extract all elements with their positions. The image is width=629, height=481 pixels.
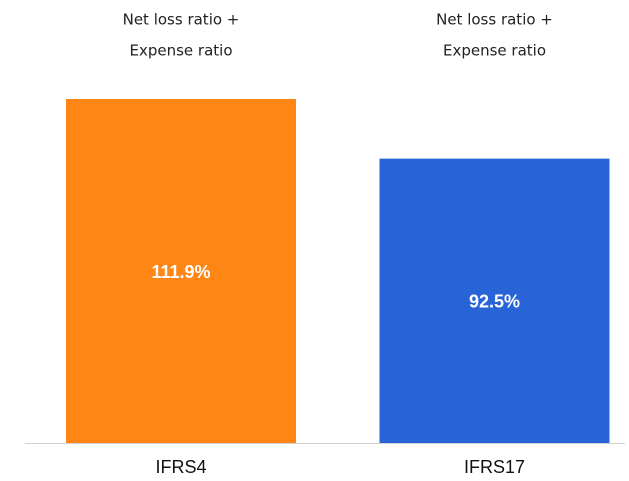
- x-tick-label: IFRS4: [155, 457, 206, 477]
- x-tick-label: IFRS17: [464, 457, 525, 477]
- annotation: Expense ratio: [129, 42, 232, 60]
- value-label: 92.5%: [469, 292, 520, 312]
- bar: [66, 99, 296, 443]
- annotation: Net loss ratio +: [123, 11, 240, 29]
- annotation: Net loss ratio +: [436, 11, 553, 29]
- annotation: Expense ratio: [443, 42, 546, 60]
- value-label: 111.9%: [151, 262, 210, 282]
- bar: [379, 158, 610, 443]
